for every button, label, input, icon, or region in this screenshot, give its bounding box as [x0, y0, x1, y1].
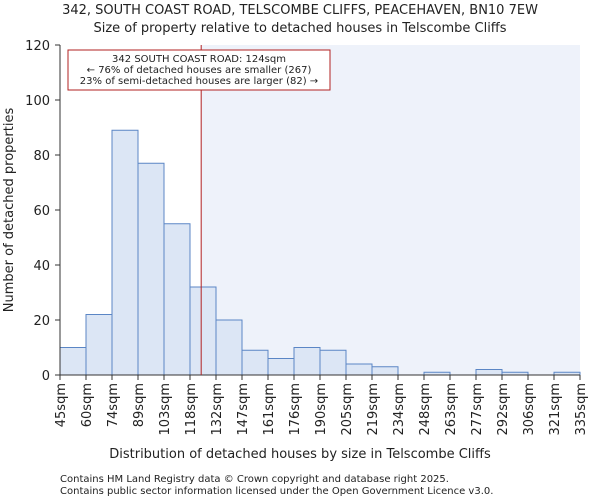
- footer-line-2: Contains public sector information licen…: [60, 486, 493, 497]
- highlight-region: [201, 45, 580, 375]
- y-axis-label: Number of detached properties: [2, 108, 17, 313]
- x-tick-label-248sqm: 248sqm: [418, 383, 433, 436]
- x-tick-label-292sqm: 292sqm: [496, 383, 511, 436]
- bar-60sqm: [85, 314, 113, 376]
- x-tick-label-263sqm: 263sqm: [444, 383, 459, 436]
- x-tick-label-89sqm: 89sqm: [132, 383, 147, 427]
- x-tick-label-234sqm: 234sqm: [392, 383, 407, 436]
- y-tick-label: 60: [33, 204, 50, 219]
- footer-line-1: Contains HM Land Registry data © Crown c…: [60, 474, 449, 485]
- bar-147sqm: [241, 349, 269, 376]
- x-tick-label-74sqm: 74sqm: [106, 383, 121, 427]
- bar-219sqm: [371, 366, 399, 376]
- x-tick-label-60sqm: 60sqm: [80, 383, 95, 427]
- bar-176sqm: [293, 347, 321, 376]
- bar-103sqm: [163, 223, 191, 376]
- y-tick-label: 80: [33, 149, 50, 164]
- bar-118sqm: [189, 286, 217, 376]
- y-tick-label: 100: [25, 94, 50, 109]
- y-tick-label: 120: [25, 39, 50, 54]
- bar-89sqm: [137, 162, 165, 376]
- x-tick-label-45sqm: 45sqm: [54, 383, 69, 427]
- bar-277sqm: [475, 369, 503, 376]
- x-tick-label-118sqm: 118sqm: [184, 383, 199, 436]
- bar-45sqm: [59, 347, 87, 376]
- bar-74sqm: [111, 129, 139, 376]
- x-tick-label-190sqm: 190sqm: [314, 383, 329, 436]
- bar-205sqm: [345, 363, 373, 376]
- bar-132sqm: [215, 319, 243, 376]
- x-axis-label: Distribution of detached houses by size …: [109, 447, 491, 462]
- x-tick-label-103sqm: 103sqm: [158, 383, 173, 436]
- x-tick-label-205sqm: 205sqm: [340, 383, 355, 436]
- x-tick-label-335sqm: 335sqm: [574, 383, 589, 436]
- x-tick-label-277sqm: 277sqm: [470, 383, 485, 436]
- chart-title: 342, SOUTH COAST ROAD, TELSCOMBE CLIFFS,…: [62, 3, 538, 18]
- annotation-line-3: 23% of semi-detached houses are larger (…: [80, 76, 318, 87]
- bar-161sqm: [267, 358, 295, 376]
- annotation-box: 342 SOUTH COAST ROAD: 124sqm ← 76% of de…: [67, 49, 331, 91]
- x-tick-label-176sqm: 176sqm: [288, 383, 303, 436]
- chart-subtitle: Size of property relative to detached ho…: [93, 21, 506, 36]
- x-tick-label-161sqm: 161sqm: [262, 383, 277, 436]
- y-tick-label: 0: [42, 369, 50, 384]
- x-tick-label-219sqm: 219sqm: [366, 383, 381, 436]
- y-tick-label: 40: [33, 259, 50, 274]
- annotation-line-2: ← 76% of detached houses are smaller (26…: [87, 65, 312, 76]
- x-tick-label-132sqm: 132sqm: [210, 383, 225, 436]
- x-tick-label-306sqm: 306sqm: [522, 383, 537, 436]
- bar-190sqm: [319, 349, 347, 376]
- y-tick-label: 20: [33, 314, 50, 329]
- annotation-line-1: 342 SOUTH COAST ROAD: 124sqm: [112, 54, 286, 65]
- x-tick-label-147sqm: 147sqm: [236, 383, 251, 436]
- x-tick-label-321sqm: 321sqm: [548, 383, 563, 436]
